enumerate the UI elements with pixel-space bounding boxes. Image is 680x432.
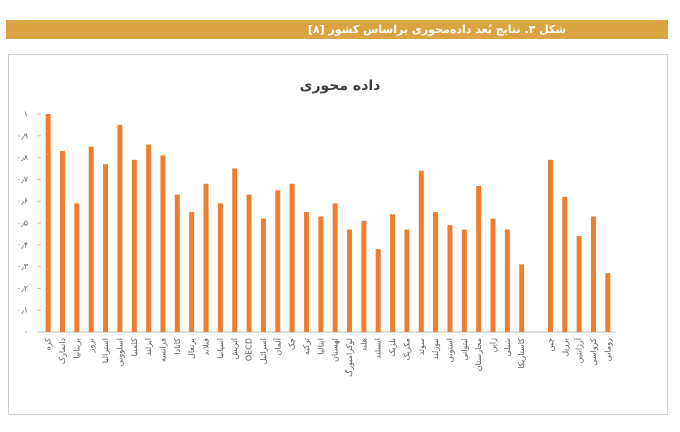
bar (275, 190, 281, 332)
bar (203, 183, 209, 332)
x-tick-label: آرژانتین (574, 337, 584, 363)
bar (361, 220, 367, 332)
bar (605, 273, 611, 332)
bar (160, 155, 166, 332)
y-tick-label: ۰٫۳ (17, 262, 29, 271)
bar (547, 159, 553, 332)
bar (60, 151, 66, 332)
bar (246, 194, 252, 332)
x-tick-label: کره (44, 338, 53, 351)
bar (318, 216, 324, 332)
bar (519, 264, 525, 332)
bar (562, 196, 568, 332)
bar (117, 124, 123, 333)
bar (447, 225, 453, 332)
x-tick-label: رومانی (603, 338, 612, 361)
bar (146, 144, 152, 332)
bar (390, 214, 396, 332)
bar (260, 218, 266, 332)
x-tick-label: لوکزامبورگ (344, 338, 354, 377)
chart-title: داده محوری (300, 78, 381, 94)
x-tick-label: اسلوونی (115, 338, 124, 366)
bar (490, 218, 496, 332)
y-tick-label: ۰٫۴ (17, 240, 28, 249)
y-tick-label: ۰٫۸ (17, 153, 29, 162)
bar (103, 164, 109, 332)
bar (476, 185, 482, 332)
y-tick-label: ۱ (24, 110, 28, 119)
x-tick-label: ایتالیا (316, 338, 325, 355)
bar (433, 212, 439, 332)
bar (404, 229, 410, 332)
bar (576, 236, 582, 332)
bar (232, 168, 238, 332)
x-tick-label: فرانسه (158, 338, 167, 362)
bar (174, 194, 180, 332)
x-tick-label: سوئد (417, 338, 426, 356)
x-tick-label: ایسلند (374, 338, 383, 359)
x-tick-label: شیلی (503, 338, 512, 357)
x-tick-label: کرواسی (589, 338, 598, 366)
y-tick-label: ۰٫۷ (17, 175, 29, 184)
x-tick-label: چک (288, 338, 297, 350)
x-tick-label: لیتوانی (460, 338, 469, 361)
y-tick-label: ۰٫۲ (17, 284, 28, 293)
bar (88, 146, 94, 332)
x-tick-label: استرالیا (101, 338, 110, 363)
x-tick-label: مکزیک (402, 338, 411, 361)
x-tick-label: پرتغال (187, 338, 196, 359)
x-tick-label: هلند (359, 338, 368, 351)
bar (74, 203, 80, 332)
bar (217, 203, 223, 332)
x-tick-label: فنلاند (202, 338, 211, 356)
x-tick-label: اتریش (230, 338, 239, 359)
bar (347, 229, 353, 332)
x-tick-label: بریتانیا (72, 338, 81, 359)
bar (504, 229, 510, 332)
x-tick-label: نروژ (87, 338, 96, 353)
x-tick-label: ژاپن (489, 338, 498, 353)
x-tick-label: آلمان (272, 337, 282, 355)
y-tick-label: ۰ (24, 328, 28, 337)
x-tick-label: کانادا (173, 338, 182, 355)
x-tick-label: استونی (445, 338, 454, 362)
x-tick-label: ایرلند (144, 338, 153, 356)
bar (45, 114, 51, 332)
x-tick-label: اسرائیل (259, 338, 268, 364)
header-title: شکل ۳. نتایج بُعد داده‌محوری براساس کشور… (308, 23, 566, 36)
x-tick-label: OECD (245, 338, 254, 361)
x-tick-label: دانمارک (58, 338, 67, 365)
bar (332, 203, 338, 332)
bar (418, 170, 424, 332)
bar (303, 212, 309, 332)
bar (189, 212, 195, 332)
bar (375, 249, 381, 332)
x-tick-label: برزیل (560, 338, 569, 357)
y-tick-label: ۰٫۶ (17, 197, 28, 206)
bar (289, 183, 295, 332)
y-tick-label: ۰٫۵ (17, 219, 28, 228)
bar (461, 229, 467, 332)
x-tick-label: ترکیه (302, 338, 311, 355)
x-tick-label: چین (546, 338, 555, 352)
y-tick-label: ۰٫۱ (17, 306, 28, 315)
x-tick-label: اسپانیا (216, 338, 225, 359)
x-tick-label: لهستان (331, 338, 340, 362)
x-tick-label: کاستاریکا (517, 338, 526, 369)
x-tick-label: مجارستان (474, 338, 483, 371)
bar (131, 159, 137, 332)
x-tick-label: نیوزلند (431, 338, 440, 360)
x-tick-label: بلژیک (388, 338, 397, 357)
bar (590, 216, 596, 332)
x-tick-label: کلمبیا (130, 338, 139, 357)
y-tick-label: ۰٫۹ (17, 131, 28, 140)
header-bar (6, 20, 668, 39)
